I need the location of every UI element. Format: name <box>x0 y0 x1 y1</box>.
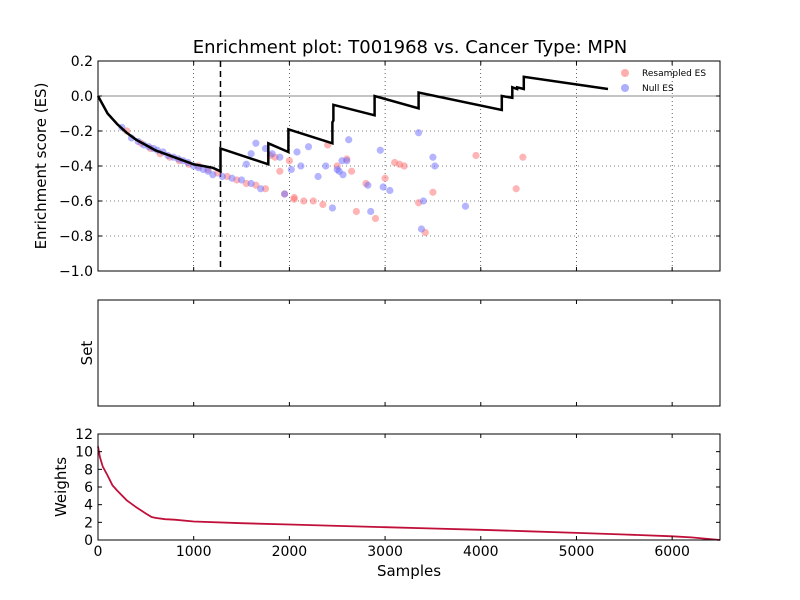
null-es-point <box>293 148 301 156</box>
set-panel: Set <box>78 299 721 407</box>
y-tick-label: −0.2 <box>59 124 93 140</box>
x-tick-label: 1000 <box>176 544 212 560</box>
null-es-point <box>322 162 330 170</box>
null-es-point <box>247 150 255 158</box>
resampled-es-point <box>519 153 527 161</box>
null-es-point <box>257 185 265 193</box>
null-es-point <box>367 207 375 216</box>
null-es-point <box>461 202 470 210</box>
null-es-points <box>118 123 470 233</box>
chart-title: Enrichment plot: T001968 vs. Cancer Type… <box>193 37 628 58</box>
resampled-es-point <box>381 174 389 182</box>
x-tick-label: 6000 <box>654 544 690 560</box>
x-tick-label: 4000 <box>463 544 499 560</box>
y-tick-label: 4 <box>84 498 93 514</box>
y-tick-label: −0.6 <box>59 194 93 210</box>
x-axis-label: Samples <box>377 562 441 580</box>
y-tick-label: 6 <box>84 480 93 496</box>
null-es-point <box>345 136 353 144</box>
legend-marker-resampled <box>621 69 629 77</box>
null-es-point <box>268 150 276 158</box>
es-curve <box>96 75 609 174</box>
resampled-es-point <box>512 185 520 193</box>
null-es-point <box>304 143 313 151</box>
y-tick-label: 2 <box>84 515 93 531</box>
y-axis-label: Enrichment score (ES) <box>32 83 50 250</box>
x-axis-ticks: 0 1000 2000 3000 4000 5000 6000 <box>94 434 690 560</box>
null-es-point <box>343 157 351 165</box>
null-es-point <box>228 174 236 182</box>
resampled-es-point <box>347 167 356 175</box>
x-tick-label: 3000 <box>367 544 403 560</box>
y-axis-ticks: 0.2 0.0 −0.2 −0.4 −0.6 −0.8 −1.0 <box>59 54 720 280</box>
null-es-point <box>209 171 217 179</box>
resampled-es-point <box>285 157 293 165</box>
y-tick-label: 0.0 <box>71 89 93 105</box>
null-es-point <box>333 165 341 174</box>
null-es-point <box>429 153 437 161</box>
legend: Resampled ES Null ES <box>621 69 706 94</box>
null-es-point <box>242 160 250 168</box>
resampled-es-point <box>352 207 360 216</box>
resampled-es-point <box>290 193 298 202</box>
resampled-es-point <box>429 188 437 196</box>
null-es-point <box>386 186 394 195</box>
x-axis-ticks <box>193 61 673 271</box>
y-axis-label: Weights <box>52 457 70 517</box>
null-es-point <box>379 183 387 191</box>
y-tick-label: 0 <box>84 533 93 549</box>
x-axis-ticks <box>193 300 673 406</box>
plot-frame <box>97 299 721 407</box>
null-es-point <box>419 197 427 205</box>
null-es-point <box>414 129 423 137</box>
enrichment-score-panel: 0.2 0.0 −0.2 −0.4 −0.6 −0.8 −1.0 Enrichment sc… <box>32 54 721 280</box>
y-tick-label: 8 <box>84 462 93 478</box>
y-tick-label: −0.4 <box>59 159 93 175</box>
null-es-point <box>328 204 337 212</box>
legend-label-resampled: Resampled ES <box>642 69 706 79</box>
null-es-point <box>252 139 260 147</box>
resampled-es-point <box>371 214 380 223</box>
resampled-es-point <box>309 197 317 205</box>
null-es-point <box>314 172 322 181</box>
x-tick-label: 0 <box>94 544 103 560</box>
y-tick-label: −0.8 <box>59 229 93 245</box>
null-es-point <box>339 171 347 179</box>
y-axis-label: Set <box>78 341 96 366</box>
null-es-point <box>218 172 226 181</box>
resampled-es-point <box>276 167 284 175</box>
null-es-point <box>276 153 284 161</box>
resampled-es-point <box>400 162 408 170</box>
null-es-point <box>237 176 246 184</box>
null-es-point <box>247 179 255 188</box>
null-es-point <box>281 190 289 198</box>
y-tick-label: 10 <box>75 445 93 461</box>
legend-marker-null <box>621 84 629 92</box>
null-es-point <box>297 162 305 170</box>
resampled-es-point <box>472 151 480 160</box>
y-tick-label: 0.2 <box>71 54 93 70</box>
null-es-point <box>417 225 426 233</box>
null-es-point <box>431 162 439 170</box>
resampled-es-point <box>300 197 308 205</box>
null-es-point <box>376 146 384 154</box>
null-es-point <box>364 181 372 189</box>
weights-curve <box>97 446 721 541</box>
y-tick-label: −1.0 <box>59 264 93 280</box>
x-tick-label: 2000 <box>272 544 308 560</box>
y-axis-ticks: 0 24 6 810 12 <box>75 427 720 549</box>
y-tick-label: 12 <box>75 427 93 443</box>
resampled-es-point <box>319 200 327 209</box>
null-es-point <box>287 165 295 174</box>
x-tick-label: 5000 <box>559 544 595 560</box>
legend-label-null: Null ES <box>642 84 674 94</box>
